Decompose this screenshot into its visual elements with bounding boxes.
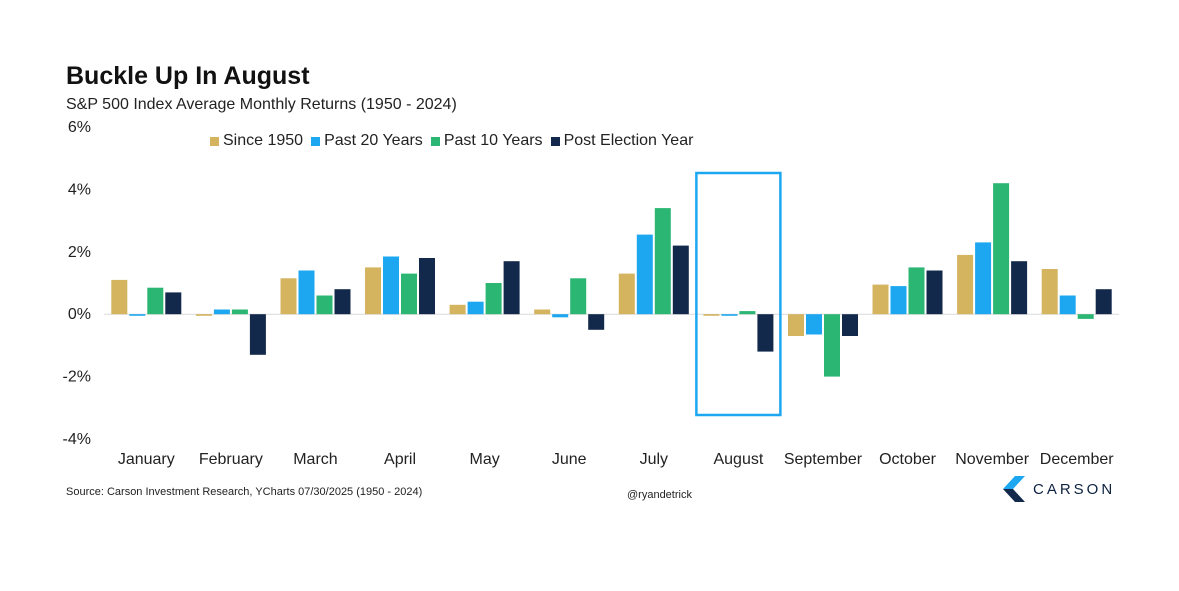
bar-february-1 [213, 309, 230, 315]
bar-august-2 [739, 311, 756, 315]
bar-march-0 [280, 278, 297, 315]
bar-april-1 [383, 256, 399, 315]
y-tick-label: -4% [63, 431, 91, 448]
bar-december-0 [1041, 269, 1058, 315]
bar-february-0 [195, 314, 212, 316]
x-tick-label: December [1040, 451, 1114, 468]
y-tick-label: -2% [63, 369, 91, 386]
bar-april-0 [365, 267, 381, 315]
bar-april-2 [401, 273, 417, 315]
bar-july-1 [636, 234, 653, 315]
logo-text: CARSON [1033, 480, 1116, 498]
bar-june-1 [552, 314, 569, 318]
bar-august-3 [757, 314, 774, 352]
bar-march-2 [316, 295, 333, 315]
bar-march-1 [298, 270, 315, 315]
legend-swatch [311, 136, 321, 146]
highlight-box-august [695, 171, 782, 417]
bar-july-2 [654, 208, 671, 315]
carson-logo: CARSON [1003, 476, 1115, 502]
x-tick-label: August [713, 451, 763, 468]
legend-swatch [550, 136, 560, 146]
bar-april-3 [419, 258, 435, 315]
legend-item-1: Past 20 Years [311, 132, 423, 150]
bar-november-2 [993, 183, 1010, 315]
bar-january-0 [111, 279, 128, 315]
chart-title: Buckle Up In August [66, 62, 310, 90]
bar-july-3 [672, 245, 689, 315]
bar-october-0 [872, 284, 889, 315]
bar-december-3 [1095, 289, 1112, 315]
bar-january-1 [129, 314, 146, 316]
x-tick-label: October [879, 451, 937, 468]
legend-label: Post Election Year [563, 132, 694, 149]
bar-november-1 [975, 242, 992, 315]
bar-january-3 [165, 292, 182, 315]
legend-swatch [210, 136, 219, 146]
bar-august-1 [721, 314, 738, 316]
bar-march-3 [334, 289, 351, 315]
bar-may-0 [449, 304, 466, 315]
legend-item-2: Past 10 Years [430, 132, 543, 150]
x-tick-label: January [118, 451, 175, 468]
bar-november-3 [1011, 261, 1028, 315]
bar-december-1 [1059, 295, 1076, 315]
bar-february-3 [249, 314, 266, 355]
author-handle: @ryandetrick [627, 489, 692, 501]
legend-swatch [430, 136, 440, 146]
bar-october-1 [890, 286, 907, 315]
chart-subtitle: S&P 500 Index Average Monthly Returns (1… [66, 96, 457, 113]
bar-november-0 [957, 254, 974, 315]
legend-label: Past 10 Years [443, 132, 543, 149]
x-tick-label: July [640, 451, 668, 468]
bar-september-0 [788, 314, 804, 336]
carson-logo-icon [1003, 476, 1025, 502]
y-tick-label: 6% [68, 119, 91, 136]
x-tick-label: February [199, 451, 263, 468]
bar-september-2 [824, 314, 840, 377]
legend-item-0: Since 1950 [210, 132, 303, 150]
bar-june-0 [534, 309, 551, 315]
x-tick-label: April [384, 451, 416, 468]
legend-item-3: Post Election Year [550, 132, 694, 150]
bar-september-1 [806, 314, 822, 335]
source-note: Source: Carson Investment Research, YCha… [66, 486, 423, 498]
x-tick-label: March [293, 451, 337, 468]
y-tick-label: 0% [68, 306, 91, 323]
bar-june-3 [588, 314, 605, 330]
x-tick-label: September [784, 451, 863, 468]
bar-may-3 [503, 261, 520, 315]
bar-september-3 [842, 314, 858, 336]
y-tick-label: 2% [68, 244, 91, 261]
x-tick-label: June [552, 451, 587, 468]
bar-october-2 [908, 267, 925, 315]
legend-label: Since 1950 [223, 132, 304, 149]
bar-december-2 [1077, 314, 1094, 319]
bar-may-1 [467, 301, 484, 315]
bar-june-2 [570, 278, 587, 315]
x-tick-label: November [955, 451, 1029, 468]
bar-may-2 [485, 283, 502, 315]
bar-july-0 [618, 273, 635, 315]
bar-october-3 [926, 270, 943, 315]
legend-label: Past 20 Years [324, 132, 423, 149]
x-tick-label: May [470, 451, 500, 468]
bar-january-2 [147, 287, 164, 315]
y-tick-label: 4% [68, 181, 91, 198]
bar-february-2 [231, 309, 248, 315]
bar-august-0 [703, 314, 720, 316]
legend: Since 1950 Past 20 Years Past 10 Years Post… [210, 132, 701, 150]
